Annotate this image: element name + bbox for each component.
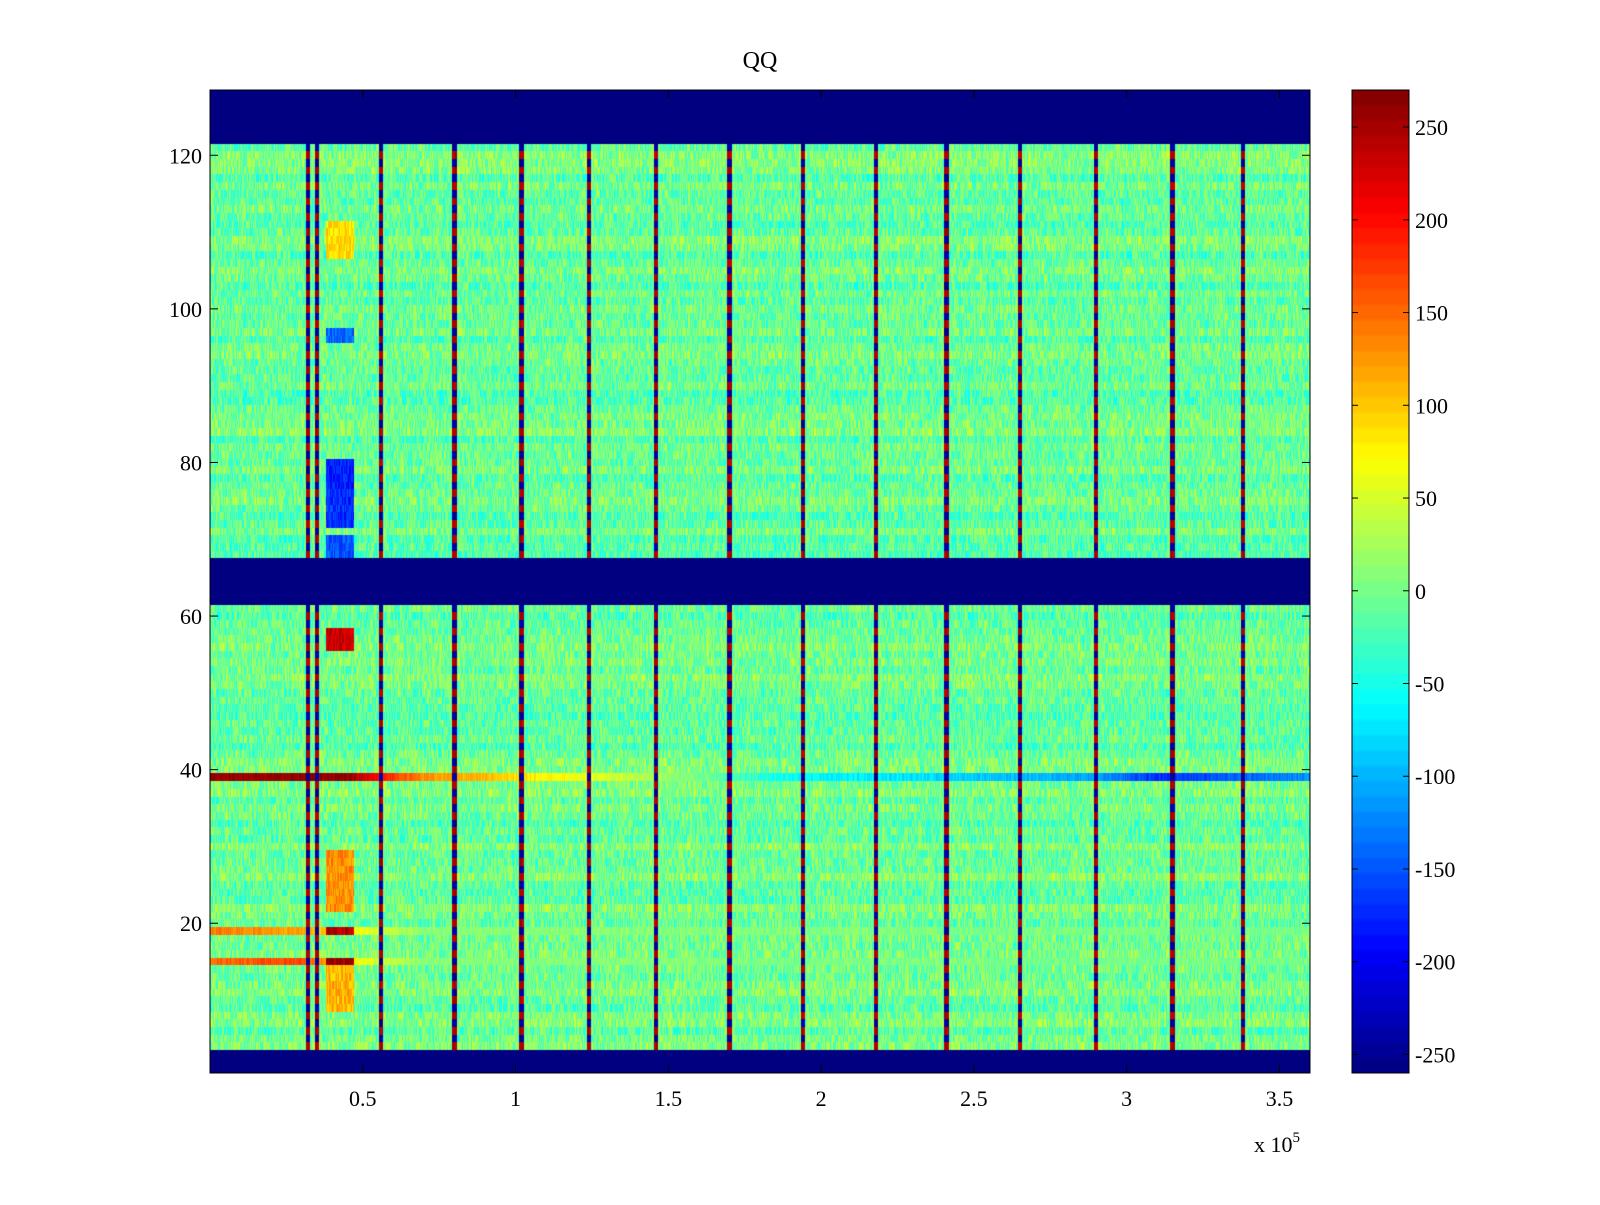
colorbar-ticks: 250 200 150 100 50 0 -50 -100 -150 -200 -250 bbox=[1352, 115, 1455, 1067]
colorbar-frame bbox=[1351, 89, 1410, 1074]
x-tick-label: 1 bbox=[510, 1086, 521, 1111]
colorbar-tick-label: -50 bbox=[1415, 672, 1444, 697]
y-tick-label: 40 bbox=[180, 758, 202, 783]
x-axis: 0.5 1 1.5 2 2.5 3 3.5 bbox=[349, 90, 1293, 1111]
y-axis: 20 40 60 80 100 120 bbox=[169, 143, 1310, 936]
x-tick-label: 1.5 bbox=[655, 1086, 683, 1111]
plot-frame bbox=[209, 89, 1311, 1074]
y-tick-label: 100 bbox=[169, 297, 202, 322]
y-tick-label: 80 bbox=[180, 450, 202, 475]
colorbar-gradient bbox=[1352, 90, 1409, 1073]
colorbar-tick-label: 250 bbox=[1415, 115, 1448, 140]
colorbar-tick-label: -250 bbox=[1415, 1042, 1455, 1067]
x-axis-exponent-power: 5 bbox=[1293, 1130, 1301, 1146]
heatmap-cells bbox=[210, 90, 1310, 1073]
colorbar-tick-label: 150 bbox=[1415, 301, 1448, 326]
colorbar-tick-label: -100 bbox=[1415, 764, 1455, 789]
colorbar-tick-label: 200 bbox=[1415, 208, 1448, 233]
x-tick-label: 2.5 bbox=[960, 1086, 988, 1111]
x-tick-label: 0.5 bbox=[349, 1086, 377, 1111]
colorbar-tick-label: -200 bbox=[1415, 950, 1455, 975]
y-tick-label: 20 bbox=[180, 911, 202, 936]
chart-title: QQ bbox=[743, 48, 778, 74]
colorbar-tick-label: -150 bbox=[1415, 857, 1455, 882]
y-tick-label: 120 bbox=[169, 143, 202, 168]
x-axis-exponent: x 105 bbox=[1254, 1130, 1300, 1157]
colorbar-tick-label: 100 bbox=[1415, 393, 1448, 418]
x-tick-label: 3 bbox=[1121, 1086, 1132, 1111]
heatmap-plot-area bbox=[209, 89, 1311, 1074]
colorbar-tick-label: 50 bbox=[1415, 486, 1437, 511]
x-tick-label: 3.5 bbox=[1266, 1086, 1294, 1111]
colorbar-tick-label: 0 bbox=[1415, 579, 1426, 604]
x-axis-exponent-base: x 10 bbox=[1254, 1132, 1293, 1157]
colorbar: 250 200 150 100 50 0 -50 -100 -150 -200 -250 bbox=[1351, 89, 1455, 1074]
x-tick-label: 2 bbox=[816, 1086, 827, 1111]
y-tick-label: 60 bbox=[180, 604, 202, 629]
